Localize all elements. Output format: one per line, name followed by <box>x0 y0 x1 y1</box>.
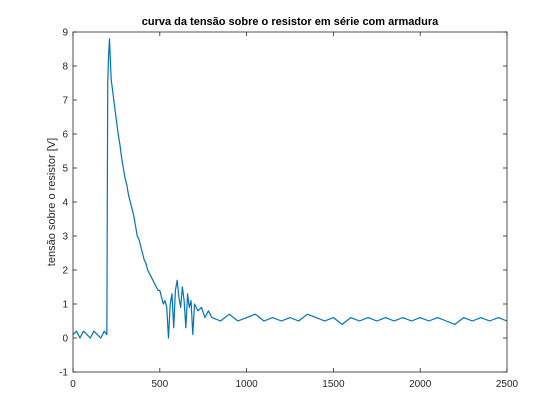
y-tick-label: 7 <box>62 96 68 107</box>
y-tick-label: 4 <box>62 198 68 209</box>
x-ticks: 0 500 1000 1500 2000 2500 <box>70 32 519 390</box>
x-tick-label: 500 <box>151 379 168 390</box>
x-tick-label: 2500 <box>496 379 519 390</box>
y-tick-label: 5 <box>62 164 68 175</box>
series-line-0 <box>72 38 508 339</box>
y-tick-label: 0 <box>62 334 68 345</box>
x-tick-label: 1500 <box>322 379 345 390</box>
line-layer <box>72 38 508 339</box>
y-tick-label: 6 <box>62 130 68 141</box>
y-tick-label: 1 <box>62 300 68 311</box>
x-tick-label: 2000 <box>409 379 432 390</box>
chart-title: curva da tensão sobre o resistor em séri… <box>142 16 439 28</box>
y-tick-label: 3 <box>62 232 68 243</box>
y-tick-label: 9 <box>62 28 68 39</box>
plot-area <box>73 32 507 372</box>
y-tick-label: -1 <box>59 368 68 379</box>
y-tick-label: 8 <box>62 62 68 73</box>
y-ticks: -1 0 1 2 3 4 5 6 7 8 9 <box>59 28 507 379</box>
y-tick-label: 2 <box>62 266 68 277</box>
x-tick-label: 0 <box>70 379 76 390</box>
x-tick-label: 1000 <box>235 379 258 390</box>
y-axis-label: tensão sobre o resistor [V] <box>46 138 58 266</box>
